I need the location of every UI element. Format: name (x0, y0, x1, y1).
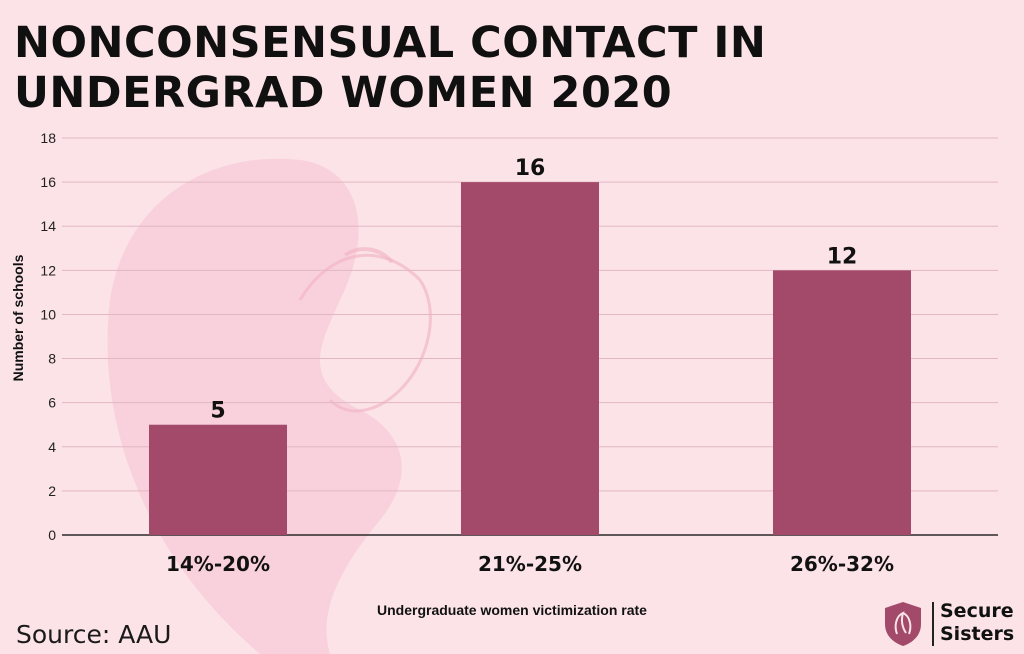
brand-logo: Secure Sisters (882, 598, 1022, 650)
y-tick-label: 8 (48, 351, 56, 367)
data-label: 16 (515, 156, 546, 181)
x-tick-label: 26%-32% (790, 552, 894, 576)
y-tick-label: 10 (40, 306, 56, 322)
y-tick-label: 4 (48, 439, 56, 455)
brand-name-line1: Secure (940, 600, 1014, 622)
x-axis-label: Undergraduate women victimization rate (377, 602, 647, 618)
x-tick-label: 14%-20% (166, 552, 270, 576)
logo-divider (932, 602, 934, 646)
y-tick-label: 2 (48, 483, 56, 499)
y-axis-label: Number of schools (10, 254, 26, 381)
brand-name-line2: Sisters (940, 623, 1015, 645)
y-tick-label: 16 (40, 174, 56, 190)
bar (461, 182, 599, 535)
y-tick-label: 0 (48, 527, 56, 543)
y-tick-label: 14 (40, 218, 56, 234)
brand-name: Secure Sisters (940, 600, 1014, 646)
shield-icon (885, 602, 921, 646)
x-tick-labels: 14%-20% 21%-25% 26%-32% (166, 552, 894, 576)
x-tick-label: 21%-25% (478, 552, 582, 576)
y-tick-label: 6 (48, 395, 56, 411)
data-label: 12 (827, 244, 858, 269)
source-note: Source: AAU (16, 620, 172, 649)
data-labels: 5 16 12 (210, 156, 857, 424)
y-tick-label: 18 (40, 130, 56, 146)
y-tick-labels: 0 2 4 6 8 10 12 14 16 18 (40, 130, 56, 543)
bar (149, 424, 287, 535)
bar (773, 270, 911, 535)
y-tick-label: 12 (40, 262, 56, 278)
data-label: 5 (210, 399, 225, 424)
chart-title: NONCONSENSUAL CONTACT IN UNDERGRAD WOMEN… (14, 18, 767, 118)
bars (149, 182, 911, 535)
